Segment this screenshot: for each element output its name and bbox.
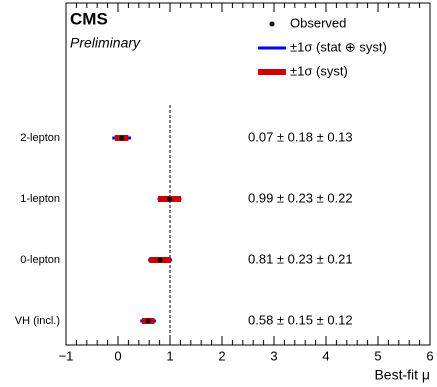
x-tick-label: 1	[166, 348, 173, 363]
observed-point	[119, 135, 125, 141]
legend-label: ±1σ (syst)	[290, 63, 348, 78]
value-label: 0.07 ± 0.18 ± 0.13	[248, 129, 353, 144]
plot-frame	[65, 2, 431, 346]
legend-symbol	[269, 21, 275, 27]
legend-label: Observed	[290, 15, 346, 30]
x-tick-label: 0	[114, 348, 121, 363]
legend-label: ±1σ (stat ⊕ syst)	[290, 39, 387, 54]
category-label: 2-lepton	[20, 132, 60, 144]
x-tick-label: 4	[322, 348, 329, 363]
chart-title: CMS	[70, 9, 108, 28]
category-label: VH (incl.)	[15, 315, 60, 327]
observed-point	[145, 318, 151, 324]
value-label: 0.58 ± 0.15 ± 0.12	[248, 312, 353, 327]
x-tick-label: 5	[374, 348, 381, 363]
x-tick-label: −1	[59, 348, 74, 363]
observed-point	[166, 196, 172, 202]
x-tick-label: 3	[270, 348, 277, 363]
value-label: 0.99 ± 0.23 ± 0.22	[248, 190, 353, 205]
x-tick-label: 2	[218, 348, 225, 363]
chart-subtitle: Preliminary	[70, 35, 141, 51]
category-label: 0-lepton	[20, 254, 60, 266]
x-tick-label: 6	[426, 348, 433, 363]
category-label: 1-lepton	[20, 193, 60, 205]
x-axis-label: Best-fit μ	[374, 367, 430, 383]
observed-point	[157, 257, 163, 263]
value-label: 0.81 ± 0.23 ± 0.21	[248, 251, 353, 266]
